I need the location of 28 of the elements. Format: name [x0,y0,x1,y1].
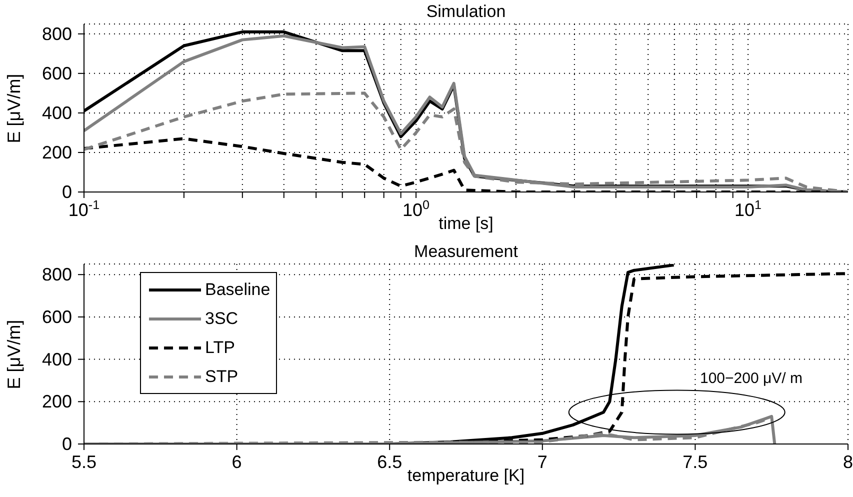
legend-label: Baseline [205,280,270,300]
y-tick-label: 600 [42,306,72,327]
y-tick-label: 0 [62,434,72,454]
y-axis-title: E [μV/m] [4,319,26,389]
y-tick-label: 600 [42,63,72,84]
y-tick-label: 400 [42,349,72,370]
x-tick-label: 6.5 [377,452,402,472]
y-tick-label: 200 [42,142,72,162]
y-tick-label: 400 [42,102,72,123]
y-tick-label: 800 [42,264,72,285]
x-tick-label: 10$^{0}$ [402,198,430,220]
x-tick-label: 8 [842,452,853,472]
x-axis-title: time [s] [438,214,494,233]
legend-label: 3SC [205,308,238,328]
x-tick-label: 5.5 [71,452,97,472]
y-tick-label: 800 [42,24,72,44]
x-tick-label: 6 [232,452,242,472]
x-tick-label: 7.5 [682,452,708,472]
chart-title: Measurement [413,242,519,262]
y-axis-title: E [μV/m] [4,73,26,143]
legend-label: LTP [205,338,235,358]
y-tick-label: 200 [42,392,72,412]
x-axis-title: temperature [K] [407,466,525,485]
x-tick-label: 7 [537,452,548,472]
x-tick-label: 10$^{1}$ [734,198,762,220]
legend-label: STP [205,366,238,386]
annotation: 100−200 μV/ m [700,370,802,387]
chart-title: Simulation [425,2,507,22]
